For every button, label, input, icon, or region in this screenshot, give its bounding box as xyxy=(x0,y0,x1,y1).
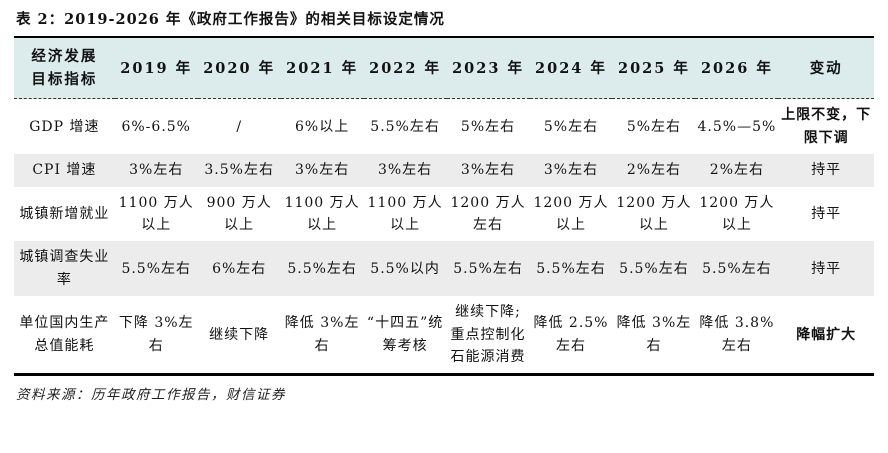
cell-jobs-2026: 1200 万人以上 xyxy=(699,194,775,233)
row-label-energy-intensity: 单位国内生产总值能耗 xyxy=(19,315,110,354)
cell-energy-2022: “十四五”统筹考核 xyxy=(366,315,444,354)
cell-unemp-2025: 5.5%左右 xyxy=(612,241,696,297)
table-row-cpi: CPI 增速 3%左右 3.5%左右 3%左右 3%左右 3%左右 3%左右 2… xyxy=(14,154,874,187)
cell-unemp-2023: 5.5%左右 xyxy=(446,241,530,297)
header-year-2019: 2019 年 xyxy=(114,37,198,100)
row-label-unemployment: 城镇调查失业率 xyxy=(14,241,115,297)
cell-energy-2021: 降低 3%左右 xyxy=(284,315,360,354)
cell-gdp-2024: 5%左右 xyxy=(543,118,599,135)
cell-jobs-2020: 900 万人以上 xyxy=(206,194,272,233)
cell-energy-2025: 降低 3%左右 xyxy=(616,315,692,354)
table-row-gdp: GDP 增速 6%-6.5% / 6%以上 5.5%左右 5%左右 5%左右 5… xyxy=(14,99,874,154)
header-indicator-line2: 目标指标 xyxy=(31,71,98,89)
cell-gdp-2019: 6%-6.5% xyxy=(121,118,191,135)
report-page: 表 2：2019-2026 年《政府工作报告》的相关目标设定情况 经济发展 目标… xyxy=(14,11,874,404)
cell-cpi-2022: 3%左右 xyxy=(363,154,447,187)
header-year-2020: 2020 年 xyxy=(197,37,281,100)
cell-jobs-change: 持平 xyxy=(811,205,842,222)
table-row-new-jobs: 城镇新增就业 1100 万人以上 900 万人以上 1100 万人以上 1100… xyxy=(14,187,874,242)
table-row-unemployment: 城镇调查失业率 5.5%左右 6%左右 5.5%左右 5.5%以内 5.5%左右… xyxy=(14,241,874,297)
table-row-energy-intensity: 单位国内生产总值能耗 下降 3%左右 继续下降 降低 3%左右 “十四五”统筹考… xyxy=(14,296,874,375)
header-year-2022: 2022 年 xyxy=(363,37,447,100)
header-indicator-line1: 经济发展 xyxy=(31,48,98,65)
cell-jobs-2019: 1100 万人以上 xyxy=(118,194,194,233)
cell-unemp-2022: 5.5%以内 xyxy=(363,241,447,297)
cell-unemp-2026: 5.5%左右 xyxy=(695,241,779,297)
row-label-new-jobs: 城镇新增就业 xyxy=(19,205,110,222)
cell-cpi-2019: 3%左右 xyxy=(114,154,198,187)
cell-gdp-2022: 5.5%左右 xyxy=(370,118,440,135)
cell-energy-2026: 降低 3.8%左右 xyxy=(699,315,775,354)
cell-cpi-2021: 3%左右 xyxy=(280,154,364,187)
cell-energy-change: 降幅扩大 xyxy=(796,326,857,343)
header-year-2024: 2024 年 xyxy=(529,37,613,100)
cell-cpi-2026: 2%左右 xyxy=(695,154,779,187)
cell-cpi-change: 持平 xyxy=(778,154,874,187)
cell-unemp-2024: 5.5%左右 xyxy=(529,241,613,297)
cell-unemp-2020: 6%左右 xyxy=(197,241,281,297)
cell-energy-2023: 继续下降;重点控制化石能源消费 xyxy=(450,304,526,365)
cell-gdp-2025: 5%左右 xyxy=(626,118,682,135)
targets-table: 经济发展 目标指标 2019 年 2020 年 2021 年 2022 年 20… xyxy=(14,36,874,377)
cell-jobs-2022: 1100 万人以上 xyxy=(367,194,443,233)
header-year-2025: 2025 年 xyxy=(612,37,696,100)
cell-cpi-2020: 3.5%左右 xyxy=(197,154,281,187)
cell-unemp-2021: 5.5%左右 xyxy=(280,241,364,297)
cell-gdp-2021: 6%以上 xyxy=(295,118,350,135)
header-year-2021: 2021 年 xyxy=(280,37,364,100)
row-label-cpi: CPI 增速 xyxy=(14,154,115,187)
cell-unemp-change: 持平 xyxy=(778,241,874,297)
table-title: 表 2：2019-2026 年《政府工作报告》的相关目标设定情况 xyxy=(16,11,445,28)
cell-jobs-2025: 1200 万人以上 xyxy=(616,194,692,233)
cell-gdp-2020: / xyxy=(236,118,243,135)
cell-unemp-2019: 5.5%左右 xyxy=(114,241,198,297)
cell-jobs-2024: 1200 万人以上 xyxy=(533,194,609,233)
cell-gdp-2023: 5%左右 xyxy=(460,118,516,135)
cell-jobs-2023: 1200 万人左右 xyxy=(450,194,526,233)
cell-jobs-2021: 1100 万人以上 xyxy=(284,194,360,233)
header-indicator: 经济发展 目标指标 xyxy=(14,37,115,100)
header-change: 变动 xyxy=(778,37,874,100)
cell-energy-2019: 下降 3%左右 xyxy=(118,315,194,354)
table-header-row: 经济发展 目标指标 2019 年 2020 年 2021 年 2022 年 20… xyxy=(14,37,874,100)
data-source-note: 资料来源：历年政府工作报告，财信证券 xyxy=(16,387,286,404)
cell-cpi-2024: 3%左右 xyxy=(529,154,613,187)
cell-gdp-2026: 4.5%—5% xyxy=(697,118,777,135)
cell-energy-2024: 降低 2.5%左右 xyxy=(533,315,609,354)
row-label-gdp: GDP 增速 xyxy=(29,118,100,135)
cell-cpi-2023: 3%左右 xyxy=(446,154,530,187)
cell-cpi-2025: 2%左右 xyxy=(612,154,696,187)
header-year-2023: 2023 年 xyxy=(446,37,530,100)
cell-gdp-change: 上限不变，下限下调 xyxy=(781,107,872,146)
cell-energy-2020: 继续下降 xyxy=(209,326,270,343)
header-year-2026: 2026 年 xyxy=(695,37,779,100)
